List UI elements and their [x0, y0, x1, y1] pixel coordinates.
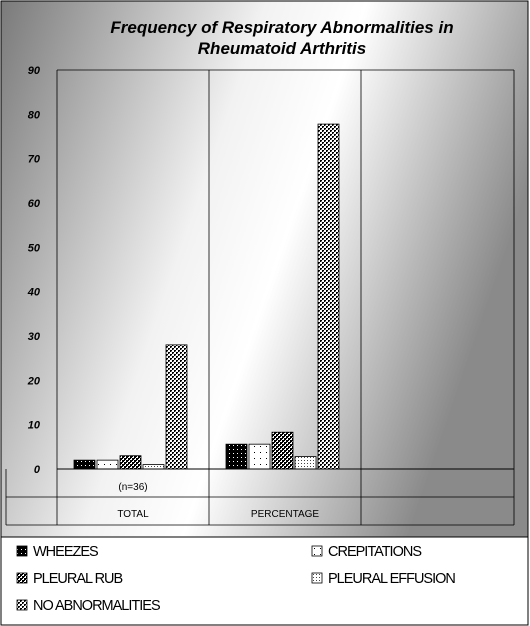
- y-tick-label: 30: [28, 331, 41, 343]
- y-tick-label: 50: [28, 242, 41, 254]
- bar-crepitations-total: [96, 459, 119, 470]
- legend-label: NO ABNORMALITIES: [33, 598, 160, 614]
- y-tick-label: 60: [28, 198, 41, 210]
- category-annotation: (n=36): [118, 482, 147, 493]
- legend-swatch: [16, 599, 28, 611]
- legend-swatch: [16, 572, 28, 584]
- legend: WHEEZES CREPITATIONS PLEURAL RUB PLEURAL EF…: [16, 544, 456, 614]
- bar-crepitations-percentage: [248, 443, 271, 470]
- plot-area: 0 10 20 30 40 50 60 70 80 90: [27, 65, 515, 525]
- legend-swatch: [311, 572, 323, 584]
- legend-label: WHEEZES: [33, 544, 98, 560]
- bar-pleural-rub-percentage: [271, 431, 294, 470]
- legend-swatch: [311, 545, 323, 557]
- bar-no-abnormalities-total: [165, 344, 188, 470]
- y-tick-label: 90: [28, 65, 41, 77]
- chart-title-line-2: Rheumatoid Arthritis: [198, 39, 366, 58]
- y-tick-label: 0: [34, 464, 41, 476]
- legend-background: [0, 536, 529, 626]
- x-category-label: TOTAL: [117, 509, 149, 520]
- bar-wheezes-total: [73, 459, 96, 470]
- chart-title-line-1: Frequency of Respiratory Abnormalities i…: [110, 18, 453, 37]
- legend-label: CREPITATIONS: [328, 544, 421, 560]
- legend-swatch: [16, 545, 28, 557]
- bar-pleural-rub-total: [119, 455, 142, 470]
- y-tick-label: 40: [27, 287, 41, 299]
- legend-label: PLEURAL RUB: [33, 571, 123, 587]
- y-tick-label: 10: [28, 420, 41, 432]
- x-category-label: PERCENTAGE: [251, 509, 319, 520]
- bar-pleural-effusion-total: [142, 464, 165, 470]
- y-tick-label: 20: [27, 375, 41, 387]
- y-tick-label: 80: [28, 109, 41, 121]
- bar-no-abnormalities-percentage: [317, 123, 340, 470]
- bar-wheezes-percentage: [225, 443, 248, 470]
- bar-pleural-effusion-percentage: [294, 456, 317, 470]
- x-axis-table: (n=36) TOTAL PERCENTAGE: [5, 469, 514, 526]
- y-tick-label: 70: [28, 154, 41, 166]
- legend-label: PLEURAL EFFUSION: [328, 571, 455, 587]
